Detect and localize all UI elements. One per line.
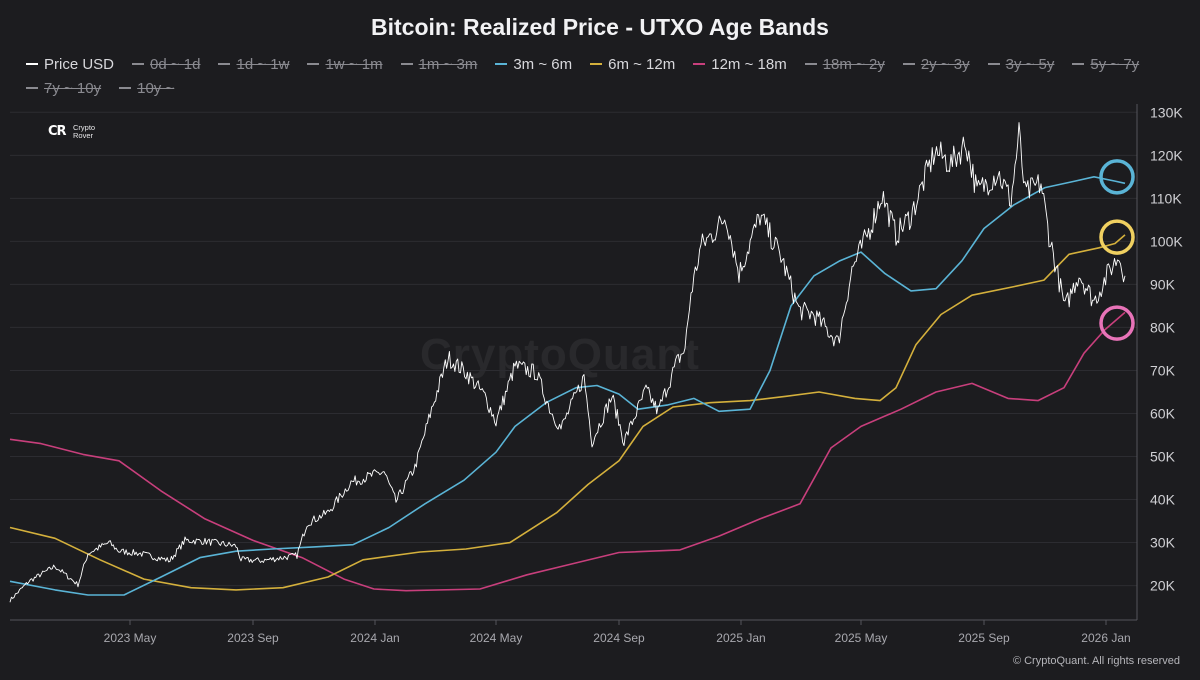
legend-item-12m-18m[interactable]: 12m ~ 18m: [693, 54, 787, 74]
legend-item-18m-2y[interactable]: 18m ~ 2y: [804, 54, 885, 74]
legend-label: 7y ~ 10y: [44, 79, 102, 97]
axes: 20K 30K 40K 50K 60K 70K 80K 90K 100K 110K 120K 130K…: [10, 104, 1183, 645]
legend-swatch: [902, 63, 915, 65]
legend-label: 1m ~ 3m: [418, 55, 478, 73]
annotation-circles: [1099, 159, 1135, 341]
series-line-6m-12m: [9, 234, 1126, 591]
y-tick-label: 30K: [1150, 535, 1176, 551]
legend-item-5y-7y[interactable]: 5y ~ 7y: [1072, 54, 1139, 74]
legend-label: 6m ~ 12m: [608, 55, 676, 73]
legend-label: 2y ~ 3y: [920, 55, 970, 73]
legend-label: 1d ~ 1w: [236, 55, 290, 73]
crypto-rover-logo-icon: CR: [48, 124, 67, 139]
legend-label: 1w ~ 1m: [325, 55, 383, 73]
legend-label: 12m ~ 18m: [711, 55, 787, 73]
x-tick-label: 2026 Jan: [1081, 631, 1130, 645]
series-line-3m-6m: [9, 176, 1126, 596]
series-lines: [9, 122, 1126, 603]
legend-item-0d-1d[interactable]: 0d ~ 1d: [132, 54, 200, 74]
y-tick-label: 20K: [1150, 578, 1176, 594]
y-tick-label: 40K: [1150, 492, 1176, 508]
y-tick-label: 60K: [1150, 405, 1176, 421]
legend-item-3y-5y[interactable]: 3y ~ 5y: [987, 54, 1055, 74]
annotation-circle-3m-6m: [1099, 159, 1135, 195]
legend-item-7y-10y[interactable]: 7y ~ 10y: [26, 78, 101, 98]
y-tick-label: 70K: [1150, 362, 1176, 378]
y-tick-label: 50K: [1150, 449, 1176, 465]
y-tick-label: 80K: [1150, 319, 1176, 335]
legend-label: 0d ~ 1d: [150, 55, 201, 73]
annotation-circle-6m-12m: [1099, 219, 1135, 255]
y-tick-label: 130K: [1150, 104, 1183, 120]
legend-swatch: [26, 63, 38, 65]
legend-swatch: [26, 87, 38, 89]
legend-swatch: [495, 63, 508, 65]
y-tick-label: 110K: [1150, 190, 1182, 206]
x-tick-label: 2023 May: [104, 631, 157, 645]
legend-item-10y-[interactable]: 10y ~: [119, 78, 174, 98]
legend-swatch: [132, 63, 145, 65]
legend-label: 3y ~ 5y: [1005, 55, 1055, 73]
legend-swatch: [1072, 63, 1085, 65]
chart-title: Bitcoin: Realized Price - UTXO Age Bands: [371, 14, 829, 40]
legend-item-6m-12m[interactable]: 6m ~ 12m: [590, 54, 675, 74]
legend-item-price-usd[interactable]: Price USD: [26, 54, 114, 74]
grid-lines: [10, 111, 1137, 587]
legend-label: 5y ~ 7y: [1090, 55, 1140, 73]
x-tick-label: 2024 Sep: [593, 631, 645, 645]
x-tick-label: 2024 May: [470, 631, 523, 645]
legend-swatch: [804, 63, 817, 65]
crypto-rover-logo: CR Crypto Rover: [48, 124, 95, 140]
series-line-12m-18m: [9, 311, 1126, 592]
legend-label: Price USD: [44, 55, 115, 73]
price-usd-line: [9, 122, 1126, 603]
x-tick-label: 2025 May: [835, 631, 888, 645]
legend-swatch: [119, 87, 132, 89]
y-tick-label: 100K: [1150, 233, 1183, 249]
legend-item-3m-6m[interactable]: 3m ~ 6m: [495, 54, 572, 74]
legend-swatch: [218, 63, 231, 65]
annotation-circle-12m-18m: [1099, 305, 1135, 341]
brand-line-2: Rover: [73, 131, 94, 140]
copyright-text: © CryptoQuant. All rights reserved: [1012, 655, 1180, 667]
legend-label: 10y ~: [137, 79, 175, 97]
legend-label: 3m ~ 6m: [513, 55, 573, 73]
legend-swatch: [987, 63, 1000, 65]
brand-line-1: Crypto: [73, 123, 96, 132]
legend-swatch: [693, 63, 706, 65]
x-tick-label: 2025 Sep: [958, 631, 1010, 645]
legend-item-2y-3y[interactable]: 2y ~ 3y: [902, 54, 970, 74]
brand-text: Crypto Rover: [73, 124, 95, 140]
legend-label: 18m ~ 2y: [822, 55, 885, 73]
legend-item-1w-1m[interactable]: 1w ~ 1m: [307, 54, 383, 74]
x-tick-label: 2025 Jan: [716, 631, 765, 645]
chart-legend: Price USD 0d ~ 1d 1d ~ 1w 1w ~ 1m 1m ~ 3m 3m …: [26, 54, 1186, 98]
legend-item-1d-1w[interactable]: 1d ~ 1w: [218, 54, 289, 74]
legend-item-1m-3m[interactable]: 1m ~ 3m: [400, 54, 478, 74]
legend-swatch: [307, 63, 320, 65]
legend-swatch: [400, 63, 413, 65]
x-tick-label: 2023 Sep: [227, 631, 279, 645]
legend-swatch: [590, 63, 603, 65]
y-tick-label: 120K: [1150, 147, 1183, 163]
x-tick-label: 2024 Jan: [350, 631, 399, 645]
y-tick-label: 90K: [1150, 276, 1176, 292]
